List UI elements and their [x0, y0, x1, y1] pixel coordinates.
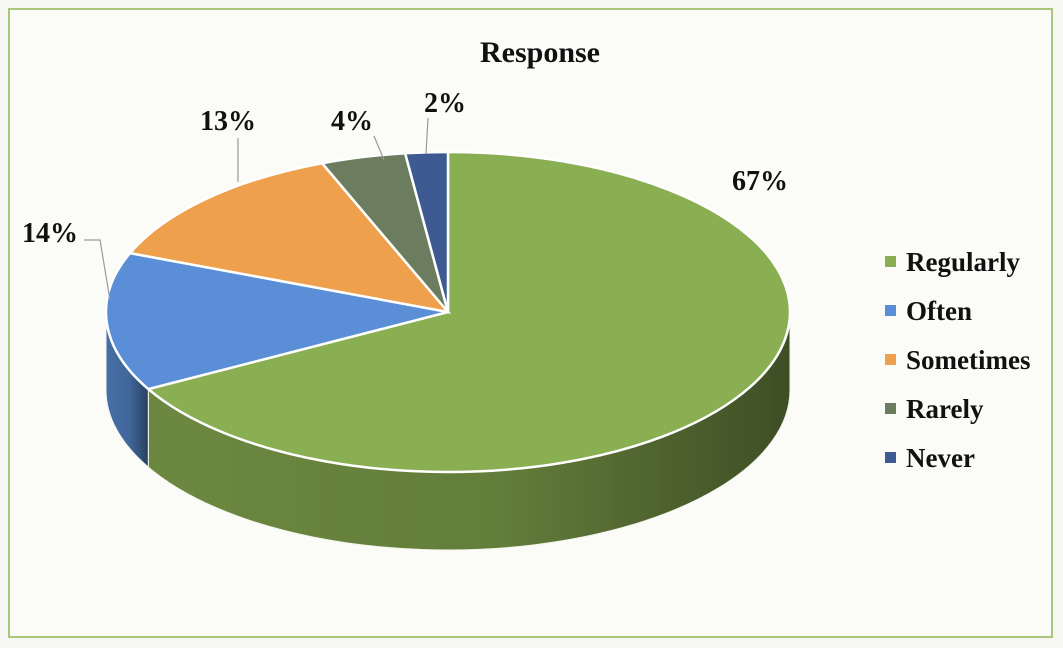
legend-item-often: Often [885, 296, 972, 326]
legend-item-rarely: Rarely [885, 394, 984, 424]
data-label-often: 14% [22, 218, 78, 249]
data-label-sometimes: 13% [200, 106, 256, 137]
data-label-never: 2% [424, 88, 466, 119]
legend-item-regularly: Regularly [885, 247, 1020, 277]
pie-tops [104, 150, 792, 474]
legend-item-sometimes: Sometimes [885, 345, 1030, 375]
leader-line-rarely [373, 135, 385, 161]
legend-label-often: Often [906, 296, 972, 326]
legend-swatch-regularly [885, 256, 896, 267]
legend-label-never: Never [906, 443, 975, 473]
legend-label-rarely: Rarely [906, 394, 984, 424]
legend: Regularly Often Sometimes Rarely Never [885, 247, 1030, 473]
legend-swatch-often [885, 305, 896, 316]
chart-title: Response [480, 36, 600, 69]
data-labels: 67% 14% 13% 4% 2% [22, 88, 788, 249]
slice-sometimes [127, 161, 452, 314]
slice-regularly [145, 150, 792, 474]
data-label-rarely: 4% [331, 106, 373, 137]
legend-swatch-rarely [885, 403, 896, 414]
legend-label-regularly: Regularly [906, 247, 1020, 277]
legend-swatch-never [885, 452, 896, 463]
leader-lines [84, 117, 429, 301]
data-label-regularly: 67% [732, 166, 788, 197]
leader-line-often [84, 239, 111, 301]
legend-item-never: Never [885, 443, 975, 473]
leader-line-never [425, 117, 429, 155]
legend-label-sometimes: Sometimes [906, 345, 1030, 375]
legend-swatch-sometimes [885, 354, 896, 365]
slice-often [104, 251, 449, 391]
